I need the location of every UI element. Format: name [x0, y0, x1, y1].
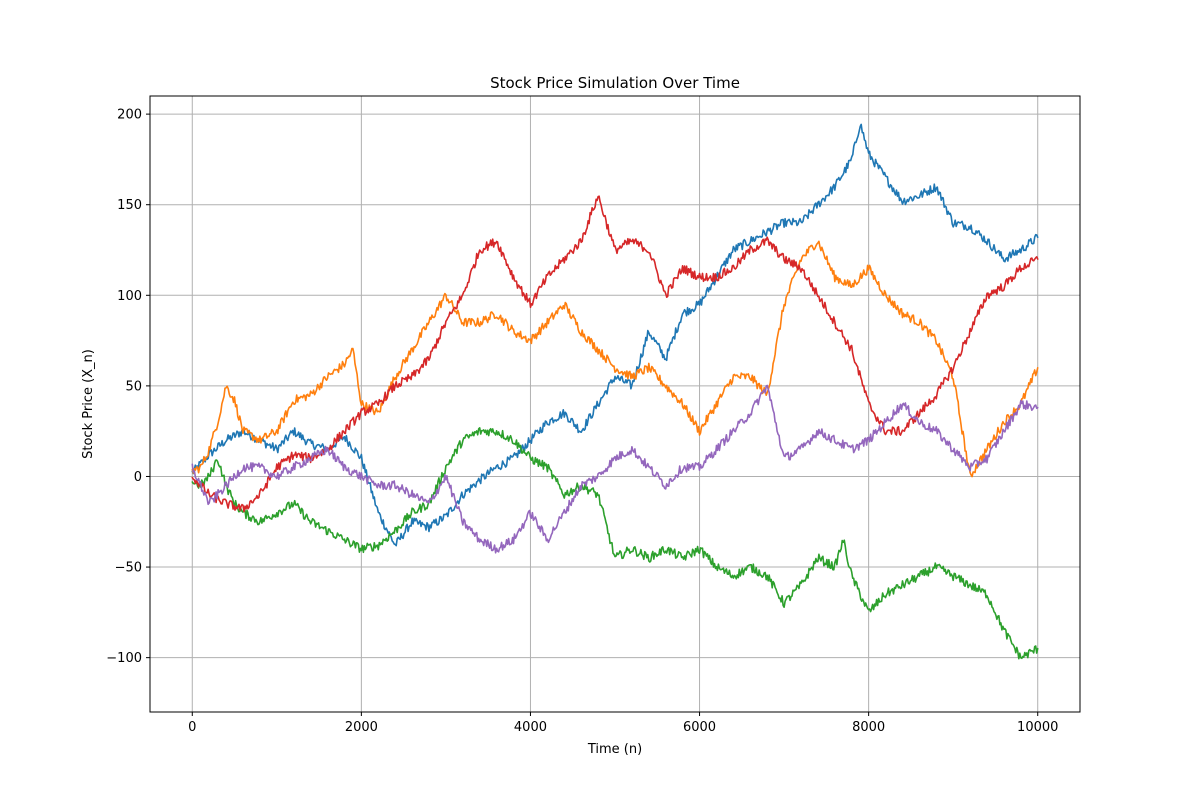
series-layer [191, 123, 1039, 660]
y-tick-label: 200 [117, 108, 142, 123]
plot-frame [149, 95, 1081, 713]
y-axis: −100 −50 0 50 100 150 200 [106, 108, 150, 666]
y-tick-label: 50 [125, 379, 142, 394]
y-axis-title: Stock Price (X_n) [81, 349, 96, 459]
x-tick-label: 6000 [683, 720, 716, 735]
series-line-3 [191, 427, 1039, 660]
x-tick-label: 4000 [514, 720, 547, 735]
y-tick-label: −100 [106, 651, 142, 666]
grid [150, 96, 1080, 712]
x-tick-label: 0 [188, 720, 196, 735]
y-tick-label: −50 [115, 561, 142, 576]
series-line-4 [191, 195, 1039, 513]
y-tick-label: 0 [134, 470, 142, 485]
series-line-5 [191, 384, 1039, 554]
x-tick-label: 8000 [852, 720, 885, 735]
x-axis: 0 2000 4000 6000 8000 10000 [188, 712, 1058, 735]
series-line-2 [191, 240, 1039, 478]
y-tick-label: 150 [117, 198, 142, 213]
chart-title: Stock Price Simulation Over Time [490, 74, 740, 92]
x-axis-title: Time (n) [587, 742, 642, 757]
x-tick-label: 2000 [345, 720, 378, 735]
x-tick-label: 10000 [1017, 720, 1058, 735]
y-tick-label: 100 [117, 289, 142, 304]
series-line-1 [191, 123, 1039, 547]
